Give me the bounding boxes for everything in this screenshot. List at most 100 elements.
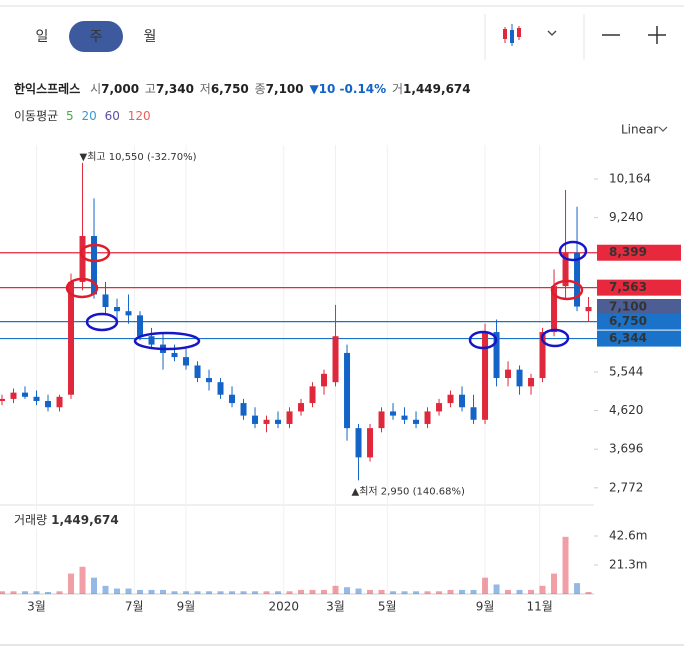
candle-body bbox=[10, 392, 17, 399]
tab[interactable]: 일 bbox=[36, 29, 49, 45]
tab[interactable]: 주 bbox=[90, 29, 103, 45]
volume-bar bbox=[206, 591, 213, 594]
plot: 3월 7월 9월 2020 3월 5월 9월 11월 2,772 3,696 4,620 5,544 9… bbox=[0, 145, 681, 614]
close-value: 7,100 bbox=[266, 82, 304, 96]
candle-body bbox=[344, 352, 351, 429]
volume-bar bbox=[528, 589, 535, 594]
level-label: 6,750 bbox=[609, 314, 647, 328]
open-label: 시 bbox=[90, 82, 101, 96]
volume-bar bbox=[585, 592, 592, 594]
volume-bar bbox=[309, 589, 316, 594]
volume-bar bbox=[240, 591, 247, 594]
volume-bar bbox=[401, 591, 408, 594]
low-annotation: ▲최저 2,950 (140.68%) bbox=[352, 485, 465, 497]
volume-bar bbox=[321, 589, 328, 594]
chart-type-icon[interactable] bbox=[503, 24, 557, 46]
candle-body bbox=[470, 407, 477, 420]
volume-bar bbox=[367, 589, 374, 594]
change: ▼10 -0.14% bbox=[309, 82, 386, 96]
y-tick-label: 10,164 bbox=[609, 172, 651, 186]
candle-body bbox=[482, 332, 489, 420]
candle-body bbox=[459, 394, 466, 408]
ma-item: 60 bbox=[105, 109, 120, 123]
volume-bar bbox=[68, 573, 75, 594]
tab[interactable]: 월 bbox=[144, 29, 157, 45]
volume-bar bbox=[102, 585, 109, 594]
candle-body bbox=[275, 419, 282, 424]
level-tag bbox=[597, 279, 681, 296]
y-tick-label: 4,620 bbox=[609, 403, 643, 417]
volume-bar bbox=[183, 591, 190, 594]
candle-body bbox=[171, 352, 178, 358]
zoom-in[interactable] bbox=[648, 26, 666, 44]
volume-bar bbox=[125, 588, 132, 594]
scale-label[interactable]: Linear bbox=[621, 123, 658, 137]
candle-body bbox=[355, 428, 362, 458]
x-tick-label: 2020 bbox=[269, 600, 300, 614]
candle-body bbox=[45, 400, 52, 408]
volume-bar bbox=[378, 589, 385, 594]
y-tick-label: 2,772 bbox=[609, 480, 643, 494]
volume-bar bbox=[22, 591, 29, 594]
volume-bar bbox=[79, 566, 86, 594]
candle-body bbox=[137, 315, 144, 337]
volume-bar bbox=[516, 589, 523, 594]
candle-body bbox=[125, 311, 132, 316]
volume-bar bbox=[459, 589, 466, 594]
x-tick-label: 9월 bbox=[177, 600, 196, 614]
volume-bar bbox=[252, 591, 259, 594]
candle-body bbox=[114, 306, 121, 312]
low-value: 6,750 bbox=[211, 82, 249, 96]
candle-body bbox=[91, 235, 98, 295]
candle-body bbox=[562, 252, 569, 287]
volume-label-bg bbox=[10, 511, 110, 529]
candle-body bbox=[309, 386, 316, 404]
hand-drawn-marks bbox=[65, 240, 588, 351]
candle-body bbox=[332, 336, 339, 383]
volume-bar bbox=[56, 591, 63, 594]
volume-tick-label: 21.3m bbox=[609, 558, 647, 572]
volume-bar bbox=[229, 591, 236, 594]
ma-item: 20 bbox=[81, 109, 96, 123]
candle-body bbox=[447, 394, 454, 404]
volume-panel-label: 거래량 1,449,674 bbox=[14, 513, 119, 527]
candle-body bbox=[22, 392, 29, 397]
volume-label: 거 bbox=[392, 82, 403, 96]
candle-body bbox=[516, 369, 523, 387]
volume-bar bbox=[505, 589, 512, 594]
volume-panel-value: 1,449,674 bbox=[51, 513, 119, 527]
volume-bar bbox=[0, 591, 6, 594]
candle-body bbox=[378, 411, 385, 429]
scale-chevron[interactable] bbox=[658, 126, 668, 132]
volume-bar bbox=[91, 577, 98, 594]
level-label: 6,344 bbox=[609, 331, 647, 345]
volume-value: 1,449,674 bbox=[403, 82, 471, 96]
volume-bar bbox=[263, 591, 270, 594]
candle-body bbox=[551, 286, 558, 333]
volume-bar bbox=[160, 589, 167, 594]
candle-body bbox=[528, 378, 535, 387]
high-annotation: ▼최고 10,550 (-32.70%) bbox=[80, 151, 197, 163]
level-label: 8,399 bbox=[609, 245, 647, 259]
level-label: 7,100 bbox=[609, 299, 647, 313]
candle-body bbox=[0, 398, 6, 401]
candle-body bbox=[194, 365, 201, 379]
candle-body bbox=[240, 403, 247, 416]
volume-bar bbox=[482, 577, 489, 594]
volume-bar bbox=[10, 591, 17, 594]
volume-panel-title: 거래량 bbox=[14, 513, 47, 527]
tab-selected-bg bbox=[69, 21, 123, 52]
close-label: 종 bbox=[255, 82, 266, 96]
volume-bar bbox=[436, 591, 443, 594]
volume-bar bbox=[217, 591, 224, 594]
open-value: 7,000 bbox=[101, 82, 139, 96]
candle-body bbox=[217, 382, 224, 395]
ma-item: 5 bbox=[66, 109, 74, 123]
ma-legend: 이동평균 5 20 60 120 bbox=[14, 109, 151, 123]
candle-body bbox=[263, 419, 270, 424]
candle-body bbox=[585, 306, 592, 312]
candle-body bbox=[33, 396, 40, 401]
candle-body bbox=[148, 336, 155, 345]
